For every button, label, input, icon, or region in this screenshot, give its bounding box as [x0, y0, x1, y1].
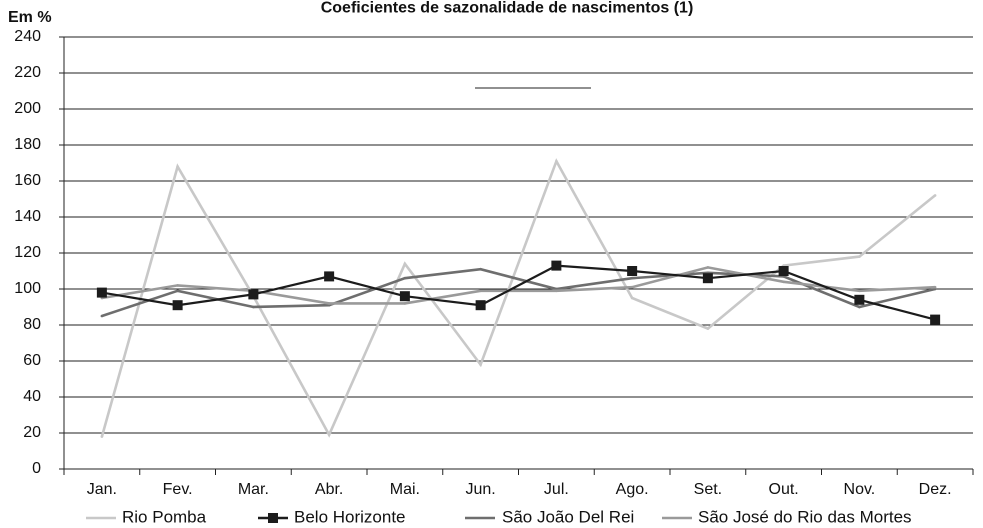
data-point-belo-horizonte [475, 300, 486, 311]
data-point-belo-horizonte [854, 294, 865, 305]
y-tick-label: 40 [23, 388, 41, 405]
data-point-belo-horizonte [399, 291, 410, 302]
data-point-belo-horizonte [778, 266, 789, 276]
data-point-sao-jose-do-rio-das-mortes [555, 289, 558, 293]
y-tick-label: 200 [14, 100, 41, 117]
legend-label-sao-joao-del-rei: São João Del Rei [502, 507, 634, 526]
data-point-rio-pomba [858, 255, 861, 258]
y-tick-label: 180 [14, 136, 41, 153]
x-tick-label: Jul. [544, 481, 569, 498]
legend-label-rio-pomba: Rio Pomba [122, 507, 207, 526]
data-point-rio-pomba [933, 194, 937, 197]
y-tick-label: 100 [14, 280, 41, 297]
data-point-sao-joao-del-rei [100, 314, 104, 318]
data-point-rio-pomba [630, 296, 634, 300]
x-tick-label: Jun. [466, 481, 496, 498]
data-point-rio-pomba [706, 327, 710, 330]
x-tick-label: Mai. [390, 481, 420, 498]
y-tick-label: 140 [14, 208, 41, 225]
series-line-sao-joao-del-rei [101, 267, 936, 318]
data-point-rio-pomba [479, 363, 482, 366]
series-line-belo-horizonte [101, 264, 936, 321]
data-point-sao-joao-del-rei [403, 276, 407, 280]
data-point-sao-joao-del-rei [176, 289, 179, 293]
y-tick-label: 120 [14, 244, 41, 261]
data-point-sao-joao-del-rei [858, 305, 861, 309]
y-tick-label: 20 [23, 424, 41, 441]
data-point-sao-joao-del-rei [630, 276, 634, 280]
x-tick-label: Fev. [163, 481, 193, 498]
data-point-belo-horizonte [324, 271, 335, 282]
x-tick-label: Mar. [238, 481, 269, 498]
data-point-rio-pomba [100, 435, 104, 438]
data-point-belo-horizonte [172, 300, 183, 311]
y-axis-unit-label: Em % [8, 9, 52, 26]
data-point-rio-pomba [327, 433, 331, 437]
data-point-sao-jose-do-rio-das-mortes [630, 285, 634, 289]
data-point-rio-pomba [555, 159, 558, 163]
data-point-belo-horizonte [627, 266, 638, 276]
gridlines [64, 36, 973, 434]
legend-marker-belo-horizonte [268, 513, 278, 523]
y-tick-label: 60 [23, 352, 41, 369]
y-tick-label: 160 [14, 172, 41, 189]
data-point-sao-joao-del-rei [252, 305, 255, 309]
series-line-sao-jose-do-rio-das-mortes [101, 266, 936, 305]
data-point-sao-jose-do-rio-das-mortes [933, 285, 937, 289]
data-point-rio-pomba [176, 165, 179, 168]
data-point-sao-jose-do-rio-das-mortes [176, 284, 179, 287]
x-tick-label: Abr. [315, 481, 343, 498]
y-tick-label: 220 [14, 64, 41, 81]
data-point-rio-pomba [403, 262, 407, 266]
chart-title: Coeficientes de sazonalidade de nascimen… [321, 0, 694, 16]
series-lines [96, 158, 941, 438]
y-tick-label: 240 [14, 28, 41, 45]
x-tick-label: Ago. [616, 481, 649, 498]
y-tick-label: 0 [32, 460, 41, 477]
data-point-belo-horizonte [551, 260, 562, 271]
data-point-sao-jose-do-rio-das-mortes [858, 289, 861, 293]
data-point-belo-horizonte [930, 314, 941, 325]
data-point-sao-jose-do-rio-das-mortes [327, 302, 331, 305]
x-tick-label: Set. [694, 481, 722, 498]
data-point-sao-jose-do-rio-das-mortes [782, 280, 785, 284]
y-tick-label: 80 [23, 316, 41, 333]
axes: 0 20 40 60 80 100 120 140 160 180 200 220 240 Jan. Fev… [14, 28, 974, 498]
data-point-sao-joao-del-rei [479, 267, 482, 271]
x-tick-label: Nov. [844, 481, 876, 498]
data-point-sao-jose-do-rio-das-mortes [479, 289, 482, 293]
data-point-belo-horizonte [702, 273, 713, 284]
x-tick-label: Dez. [919, 481, 952, 498]
data-point-belo-horizonte [248, 289, 259, 300]
data-point-belo-horizonte [96, 287, 107, 298]
data-point-sao-jose-do-rio-das-mortes [403, 302, 407, 305]
legend-label-sao-jose-do-rio-das-mortes: São José do Rio das Mortes [698, 507, 912, 526]
legend-label-belo-horizonte: Belo Horizonte [294, 507, 406, 526]
data-point-sao-jose-do-rio-das-mortes [706, 266, 710, 269]
x-tick-label: Out. [769, 481, 799, 498]
x-tick-label: Jan. [87, 481, 117, 498]
series-line-rio-pomba [100, 158, 936, 438]
legend: Rio Pomba Belo Horizonte São João Del Rei S… [86, 507, 912, 526]
